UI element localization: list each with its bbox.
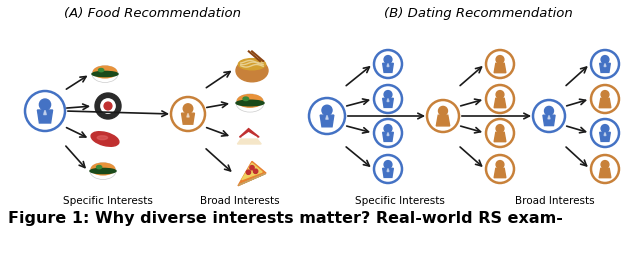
Polygon shape [387, 132, 389, 136]
Circle shape [40, 99, 51, 110]
Circle shape [533, 100, 565, 132]
Circle shape [384, 56, 392, 63]
Text: (B) Dating Recommendation: (B) Dating Recommendation [383, 7, 572, 20]
Ellipse shape [93, 138, 116, 147]
Circle shape [183, 104, 193, 113]
Circle shape [101, 99, 115, 113]
Circle shape [486, 85, 514, 113]
Polygon shape [543, 115, 555, 126]
Polygon shape [187, 113, 189, 117]
Text: (A) Food Recommendation: (A) Food Recommendation [63, 7, 241, 20]
Ellipse shape [91, 132, 119, 146]
Circle shape [591, 85, 619, 113]
Polygon shape [44, 110, 46, 115]
Polygon shape [320, 115, 334, 127]
Circle shape [309, 98, 345, 134]
Circle shape [246, 170, 251, 174]
Polygon shape [326, 115, 328, 119]
Circle shape [496, 125, 504, 132]
Circle shape [374, 155, 402, 183]
Ellipse shape [236, 100, 264, 106]
Circle shape [322, 105, 332, 115]
Circle shape [25, 91, 65, 131]
Ellipse shape [90, 162, 116, 179]
Polygon shape [600, 132, 611, 141]
Ellipse shape [92, 66, 118, 83]
Ellipse shape [99, 69, 104, 72]
Circle shape [601, 56, 609, 63]
Polygon shape [599, 168, 611, 178]
Text: Broad Interests: Broad Interests [515, 196, 595, 206]
Ellipse shape [237, 95, 262, 107]
Ellipse shape [92, 163, 115, 175]
Text: Figure 1: Why diverse interests matter? Real-world RS exam-: Figure 1: Why diverse interests matter? … [8, 211, 563, 226]
Polygon shape [494, 168, 506, 178]
Polygon shape [494, 132, 506, 142]
Ellipse shape [93, 66, 116, 78]
Polygon shape [383, 98, 394, 107]
Circle shape [374, 50, 402, 78]
Circle shape [486, 155, 514, 183]
Polygon shape [383, 168, 394, 177]
Ellipse shape [97, 136, 108, 140]
Circle shape [486, 119, 514, 147]
Text: Broad Interests: Broad Interests [200, 196, 280, 206]
Polygon shape [239, 174, 266, 185]
Circle shape [374, 119, 402, 147]
Polygon shape [600, 63, 611, 72]
Ellipse shape [236, 59, 268, 82]
Circle shape [171, 97, 205, 131]
Polygon shape [387, 63, 389, 66]
Ellipse shape [238, 59, 266, 70]
Circle shape [384, 125, 392, 132]
Circle shape [438, 107, 447, 115]
Polygon shape [604, 132, 606, 136]
Circle shape [591, 155, 619, 183]
Polygon shape [242, 163, 262, 180]
Circle shape [95, 93, 121, 119]
Ellipse shape [97, 165, 102, 169]
Circle shape [253, 169, 258, 174]
Circle shape [545, 107, 554, 115]
Circle shape [496, 161, 504, 168]
Polygon shape [436, 115, 450, 126]
Polygon shape [604, 63, 606, 66]
Ellipse shape [92, 71, 118, 77]
Polygon shape [237, 129, 261, 144]
Text: Specific Interests: Specific Interests [355, 196, 445, 206]
Circle shape [496, 91, 504, 98]
Polygon shape [599, 98, 611, 108]
Polygon shape [387, 168, 389, 172]
Polygon shape [242, 133, 257, 138]
Circle shape [427, 100, 459, 132]
Ellipse shape [243, 97, 248, 101]
Polygon shape [387, 98, 389, 101]
Circle shape [104, 102, 112, 110]
Circle shape [250, 165, 254, 170]
Polygon shape [494, 63, 506, 73]
Ellipse shape [90, 168, 116, 174]
Circle shape [591, 119, 619, 147]
Circle shape [601, 161, 609, 168]
Ellipse shape [236, 94, 264, 112]
Polygon shape [494, 98, 506, 108]
Circle shape [591, 50, 619, 78]
Polygon shape [383, 63, 394, 72]
Circle shape [486, 50, 514, 78]
Polygon shape [238, 161, 266, 186]
Circle shape [601, 125, 609, 132]
Polygon shape [383, 132, 394, 141]
Polygon shape [548, 115, 550, 119]
Circle shape [496, 56, 504, 63]
Circle shape [384, 91, 392, 98]
Circle shape [374, 85, 402, 113]
Text: Specific Interests: Specific Interests [63, 196, 153, 206]
Polygon shape [239, 129, 259, 137]
Polygon shape [37, 110, 52, 123]
Polygon shape [182, 113, 195, 124]
Circle shape [601, 91, 609, 98]
Circle shape [384, 161, 392, 168]
